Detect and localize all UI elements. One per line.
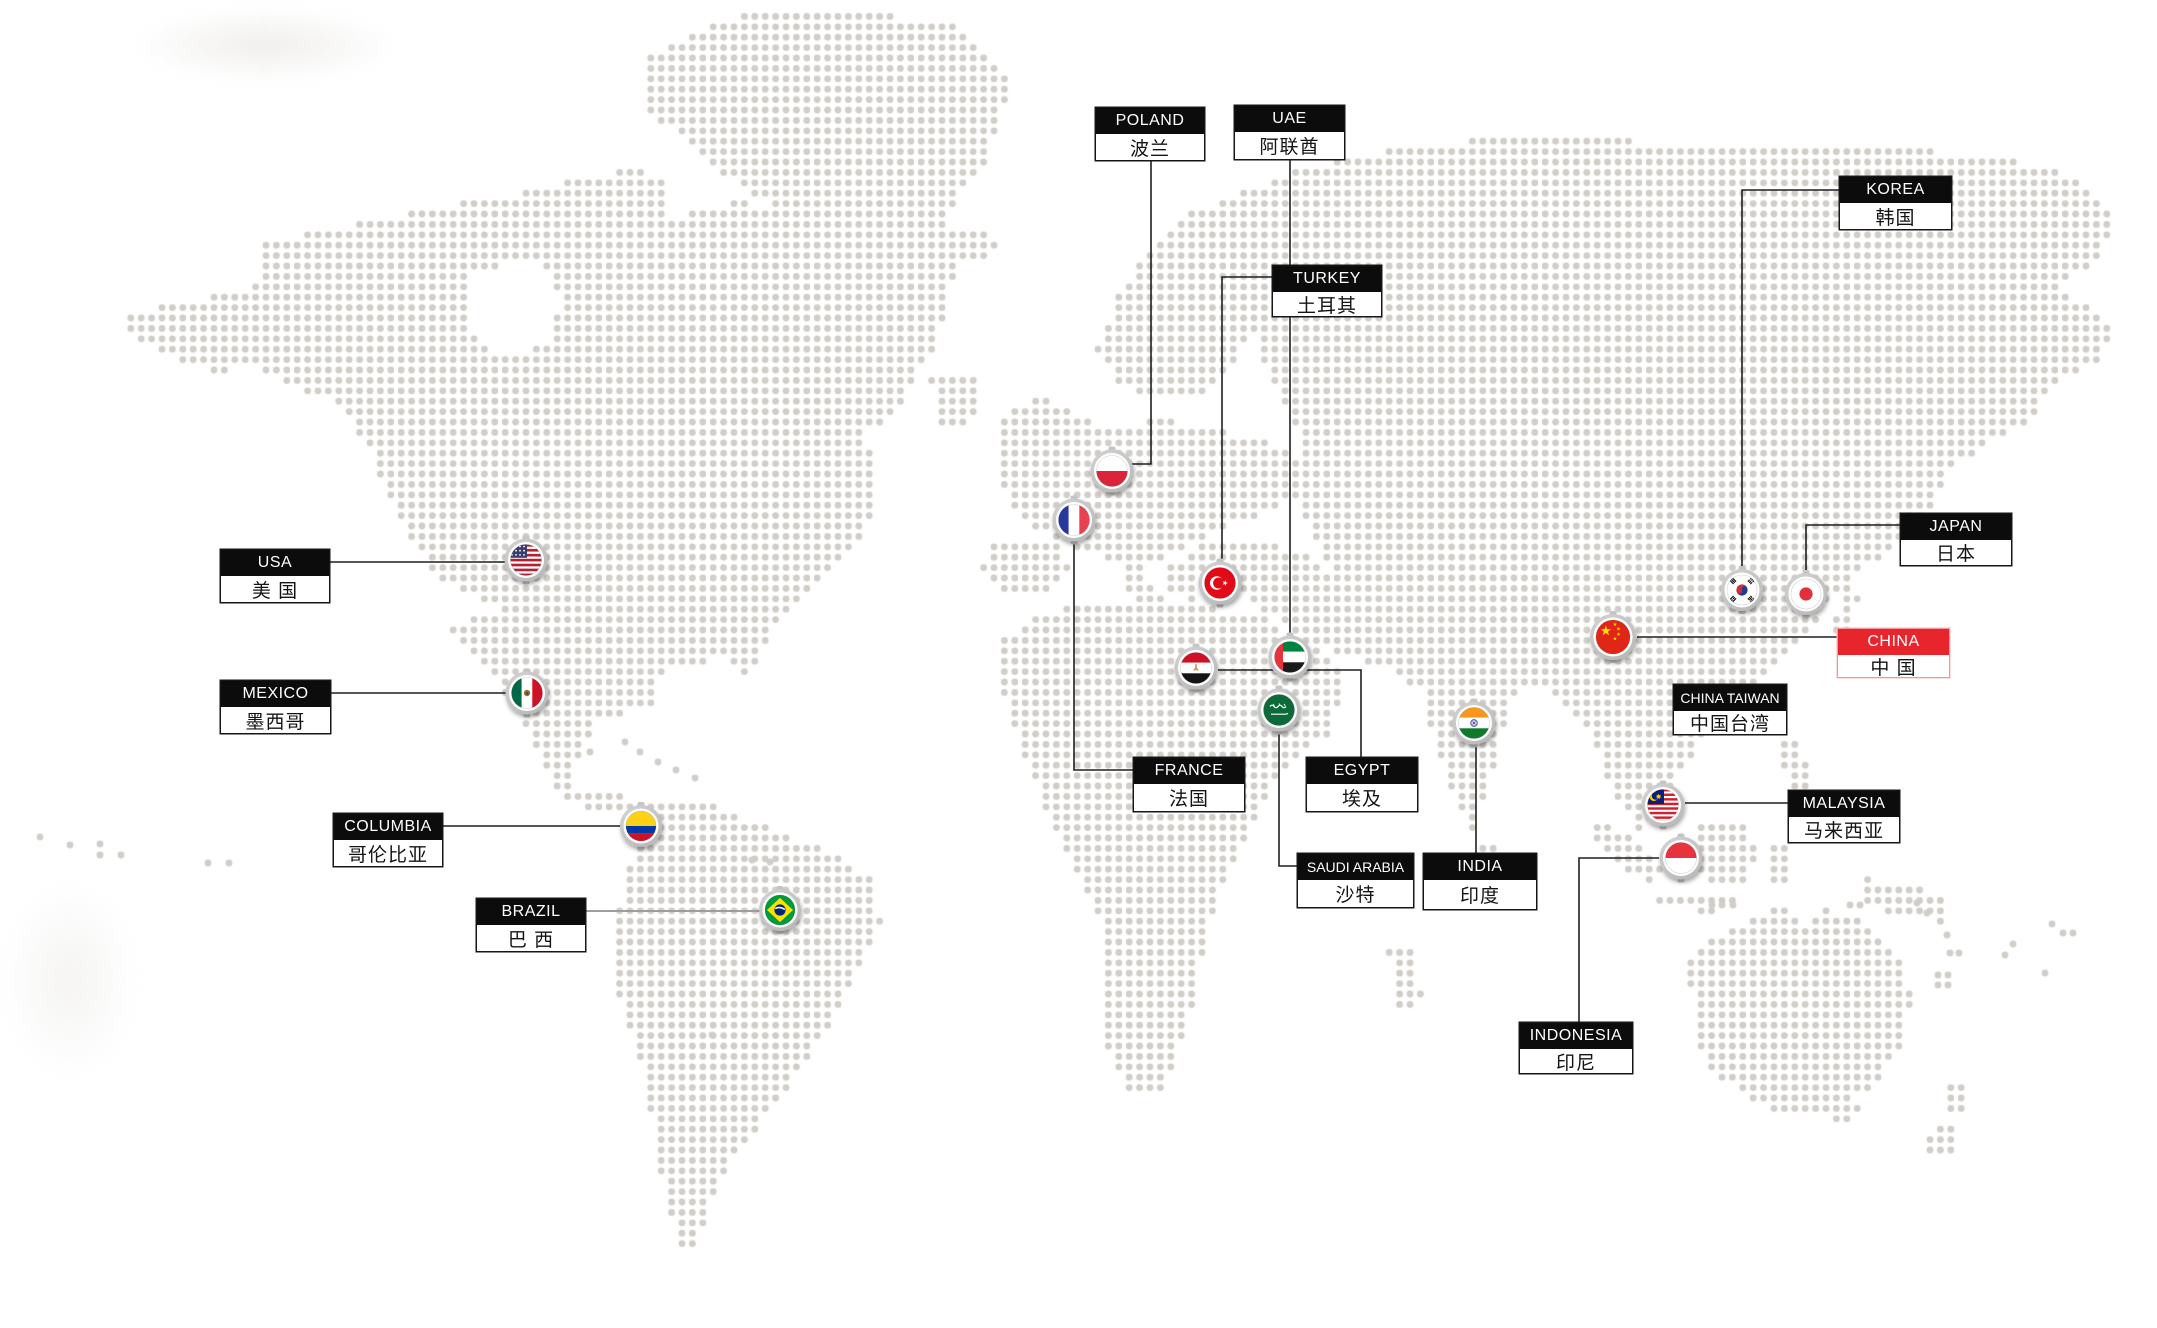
country-label-turkey: TURKEY 土耳其	[1272, 265, 1382, 317]
country-label-saudi-arabia: SAUDI ARABIA 沙特	[1297, 853, 1414, 908]
country-name-zh: 马来西亚	[1803, 821, 1884, 842]
country-name-zh: 韩国	[1875, 207, 1916, 229]
country-name-zh: 印尼	[1555, 1052, 1596, 1074]
country-label-china-taiwan: CHINA TAIWAN 中国台湾	[1673, 684, 1787, 735]
country-name-en: MALAYSIA	[1789, 791, 1899, 817]
country-name-en: TURKEY	[1273, 266, 1381, 292]
country-label-france: FRANCE 法国	[1133, 757, 1245, 812]
country-label-indonesia: INDONESIA 印尼	[1519, 1022, 1633, 1074]
country-name-zh: 印度	[1459, 886, 1500, 907]
country-name-en: INDONESIA	[1520, 1023, 1632, 1049]
country-label-india: INDIA 印度	[1423, 853, 1537, 910]
country-label-usa: USA 美 国	[220, 549, 330, 603]
country-label-colombia: COLUMBIA 哥伦比亚	[333, 813, 443, 867]
country-name-en: COLUMBIA	[334, 814, 442, 840]
country-name-en: KOREA	[1840, 177, 1951, 203]
country-name-en: INDIA	[1424, 854, 1536, 880]
country-name-en: FRANCE	[1134, 758, 1244, 784]
country-name-en: SAUDI ARABIA	[1298, 854, 1413, 880]
country-label-uae: UAE 阿联酋	[1234, 105, 1345, 160]
country-name-en: CHINA TAIWAN	[1674, 685, 1786, 711]
country-label-brazil: BRAZIL 巴 西	[476, 898, 586, 952]
country-name-zh: 美 国	[251, 580, 299, 602]
country-label-malaysia: MALAYSIA 马来西亚	[1788, 790, 1900, 843]
country-label-china: CHINA 中 国	[1837, 628, 1950, 679]
country-name-zh: 土耳其	[1296, 295, 1357, 317]
country-name-zh: 日本	[1935, 544, 1976, 565]
country-name-en: USA	[221, 550, 329, 576]
country-name-zh: 埃及	[1341, 789, 1382, 810]
country-label-poland: POLAND 波兰	[1095, 107, 1205, 161]
country-name-zh: 中国台湾	[1689, 714, 1770, 735]
country-name-zh: 哥伦比亚	[347, 844, 428, 866]
country-name-en: EGYPT	[1307, 758, 1417, 784]
country-name-zh: 法国	[1168, 789, 1209, 810]
country-name-en: CHINA	[1838, 629, 1949, 655]
country-name-en: UAE	[1235, 106, 1344, 132]
country-label-japan: JAPAN 日本	[1900, 513, 2012, 566]
country-name-en: BRAZIL	[477, 899, 585, 925]
country-label-korea: KOREA 韩国	[1839, 176, 1952, 230]
country-label-mexico: MEXICO 墨西哥	[220, 680, 331, 734]
country-name-zh: 沙特	[1335, 885, 1376, 906]
country-name-zh: 波兰	[1129, 138, 1170, 160]
country-name-en: POLAND	[1096, 108, 1204, 134]
country-name-en: JAPAN	[1901, 514, 2011, 540]
country-label-egypt: EGYPT 埃及	[1306, 757, 1418, 812]
country-name-zh: 阿联酋	[1259, 137, 1320, 158]
country-name-zh: 中 国	[1870, 657, 1917, 679]
country-name-en: MEXICO	[221, 681, 330, 707]
country-name-zh: 墨西哥	[245, 711, 306, 733]
country-name-zh: 巴 西	[507, 929, 555, 951]
